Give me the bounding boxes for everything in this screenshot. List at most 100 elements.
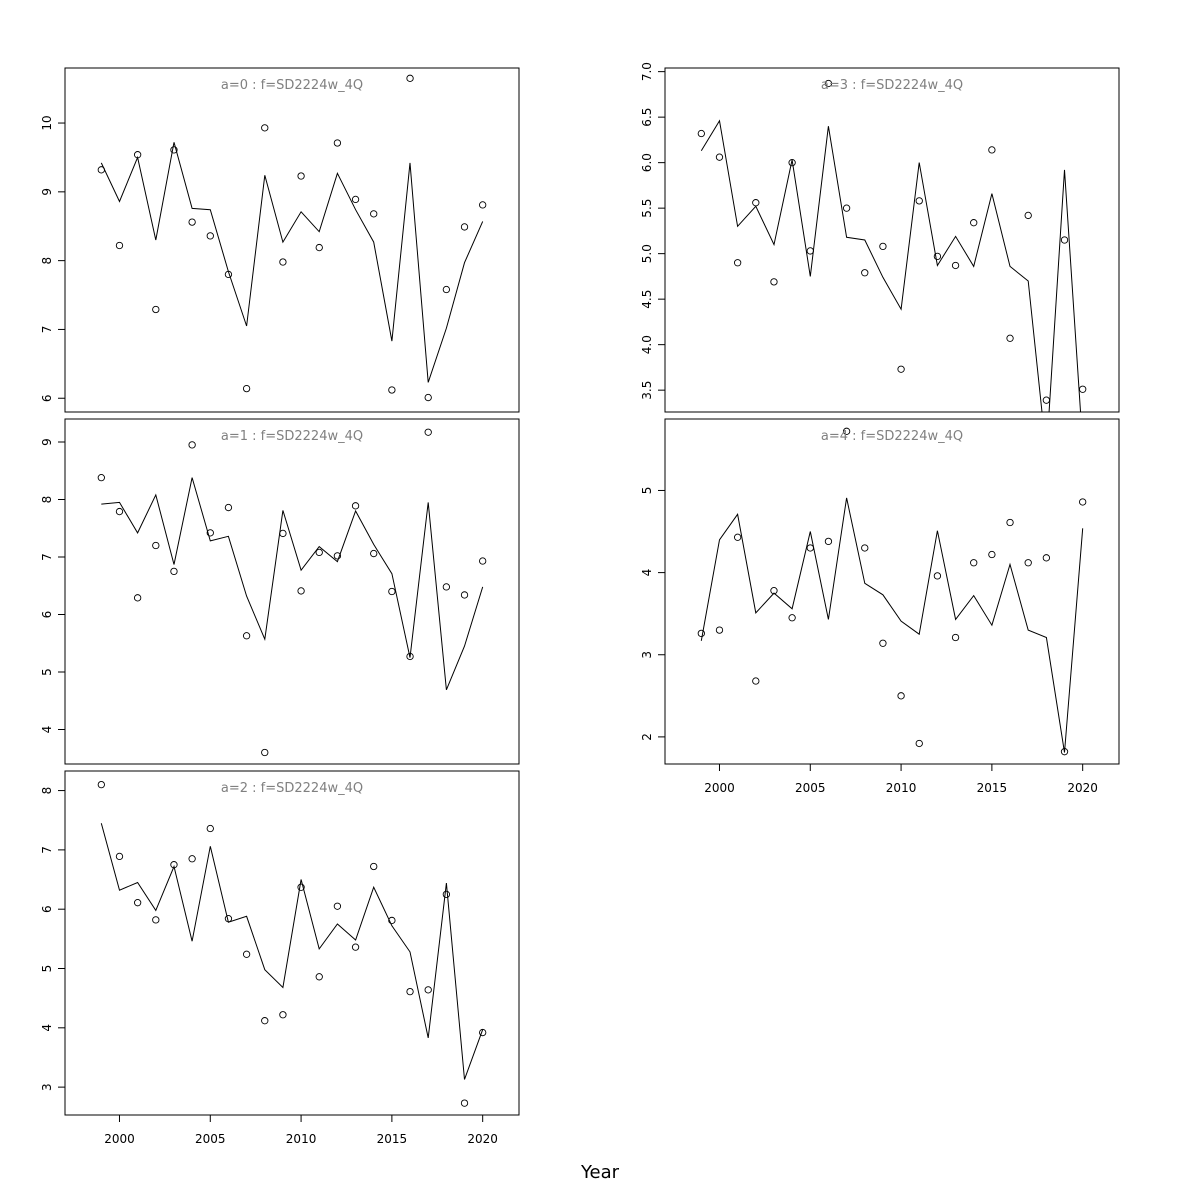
observed-point <box>388 916 396 925</box>
y-tick-label: 5 <box>40 965 54 973</box>
y-tick-label: 8 <box>40 787 54 795</box>
plot-frame <box>64 770 520 1116</box>
observed-point <box>752 199 760 207</box>
observed-point <box>388 386 396 394</box>
observed-point <box>460 591 469 599</box>
observed-point <box>351 502 360 510</box>
plot-frame <box>64 67 520 413</box>
observed-point <box>152 916 160 924</box>
observed-point <box>188 218 196 226</box>
fitted-line <box>700 497 1084 753</box>
observed-point <box>424 428 432 436</box>
panel-title: a=2 : f=SD2224w_4Q <box>221 781 363 796</box>
y-tick-label: 6 <box>40 394 54 402</box>
observed-point <box>933 572 942 580</box>
plot-frame <box>64 418 520 765</box>
observed-point <box>224 503 233 512</box>
observed-point <box>224 270 233 279</box>
plot-frame <box>664 67 1120 413</box>
observed-point <box>188 855 196 863</box>
observed-point <box>442 285 451 294</box>
y-tick-label: 8 <box>40 257 54 265</box>
observed-point <box>261 748 269 757</box>
observed-point <box>351 943 360 951</box>
fitted-line <box>700 119 1082 412</box>
observed-point <box>879 242 887 251</box>
y-tick-label: 5 <box>40 668 54 676</box>
observed-point <box>988 550 996 559</box>
x-tick-label: 2005 <box>795 781 826 795</box>
observed-point <box>970 219 978 227</box>
y-tick-label: 7 <box>40 553 54 561</box>
observed-point <box>261 124 269 132</box>
fitted-line <box>100 823 484 1080</box>
observed-point <box>1042 554 1051 562</box>
observed-point <box>206 529 214 537</box>
observed-point <box>697 629 705 638</box>
observed-point <box>824 537 833 546</box>
observed-point <box>152 305 160 314</box>
observed-point <box>1079 498 1087 506</box>
observed-point <box>1060 748 1069 756</box>
panel-4: 2 3 4 5 2000 2005 2010 2015 2020 a=4 : f=SD2224w_… <box>640 418 1120 795</box>
y-tick-label: 7.0 <box>640 62 654 81</box>
observed-point <box>406 74 414 82</box>
observed-point <box>715 153 724 161</box>
observed-point <box>479 201 487 209</box>
observed-point <box>733 259 742 267</box>
y-tick-label: 5.0 <box>640 244 654 263</box>
observed-point <box>861 269 869 277</box>
fitted-line <box>101 477 484 690</box>
observed-point <box>170 567 178 576</box>
observed-point <box>1006 334 1014 342</box>
plot-frame <box>664 418 1120 765</box>
observed-point <box>879 639 887 647</box>
y-tick-label: 9 <box>40 438 54 446</box>
observed-point <box>406 652 414 661</box>
y-tick-label: 10 <box>40 115 54 130</box>
observed-point <box>279 529 287 538</box>
y-tick-label: 9 <box>40 188 54 196</box>
observed-point <box>133 899 142 907</box>
observed-point <box>370 549 378 558</box>
observed-point <box>460 223 469 231</box>
observed-point <box>242 950 251 958</box>
observed-point <box>388 587 396 596</box>
observed-point <box>170 861 178 869</box>
observed-point <box>206 232 214 240</box>
observed-point <box>170 146 178 154</box>
x-axis-label: Year <box>580 1162 620 1183</box>
observed-point <box>897 692 905 700</box>
observed-point <box>1079 385 1087 393</box>
observed-point <box>951 261 960 270</box>
panel-title: a=3 : f=SD2224w_4Q <box>821 78 963 93</box>
observed-point <box>242 632 251 640</box>
observed-point <box>479 1028 487 1037</box>
x-tick-label: 2020 <box>467 1132 498 1146</box>
observed-point <box>97 780 105 789</box>
y-tick-label: 3.5 <box>640 381 654 400</box>
x-tick-label: 2000 <box>104 1132 135 1146</box>
y-tick-label: 4 <box>40 1024 54 1032</box>
observed-point <box>297 172 305 180</box>
panel-3: 3.5 4.0 4.5 5.0 5.5 6.0 6.5 7.0 a=3 : f=SD2224w_… <box>640 62 1120 413</box>
observed-point <box>406 987 414 996</box>
observed-point <box>842 204 851 212</box>
panel-0: 6 7 8 9 10 a=0 : f=SD2224w_4Q <box>40 67 520 413</box>
observed-point <box>806 544 814 552</box>
observed-point <box>933 252 942 261</box>
observed-point <box>424 986 432 994</box>
observed-point <box>915 739 923 748</box>
observed-point <box>297 883 305 891</box>
panel-2: 3 4 5 6 7 8 2000 2005 2010 2015 2020 a=2 : f=SD2224… <box>40 770 520 1146</box>
x-tick-label: 2020 <box>1067 781 1098 795</box>
fitted-line <box>100 142 484 383</box>
observed-point <box>133 151 142 159</box>
y-tick-label: 4.5 <box>640 290 654 309</box>
observed-point <box>479 557 487 565</box>
observed-point <box>970 559 978 567</box>
observed-point <box>279 258 287 266</box>
observed-point <box>861 544 869 552</box>
observed-point <box>115 507 124 516</box>
y-tick-label: 2 <box>640 733 654 741</box>
